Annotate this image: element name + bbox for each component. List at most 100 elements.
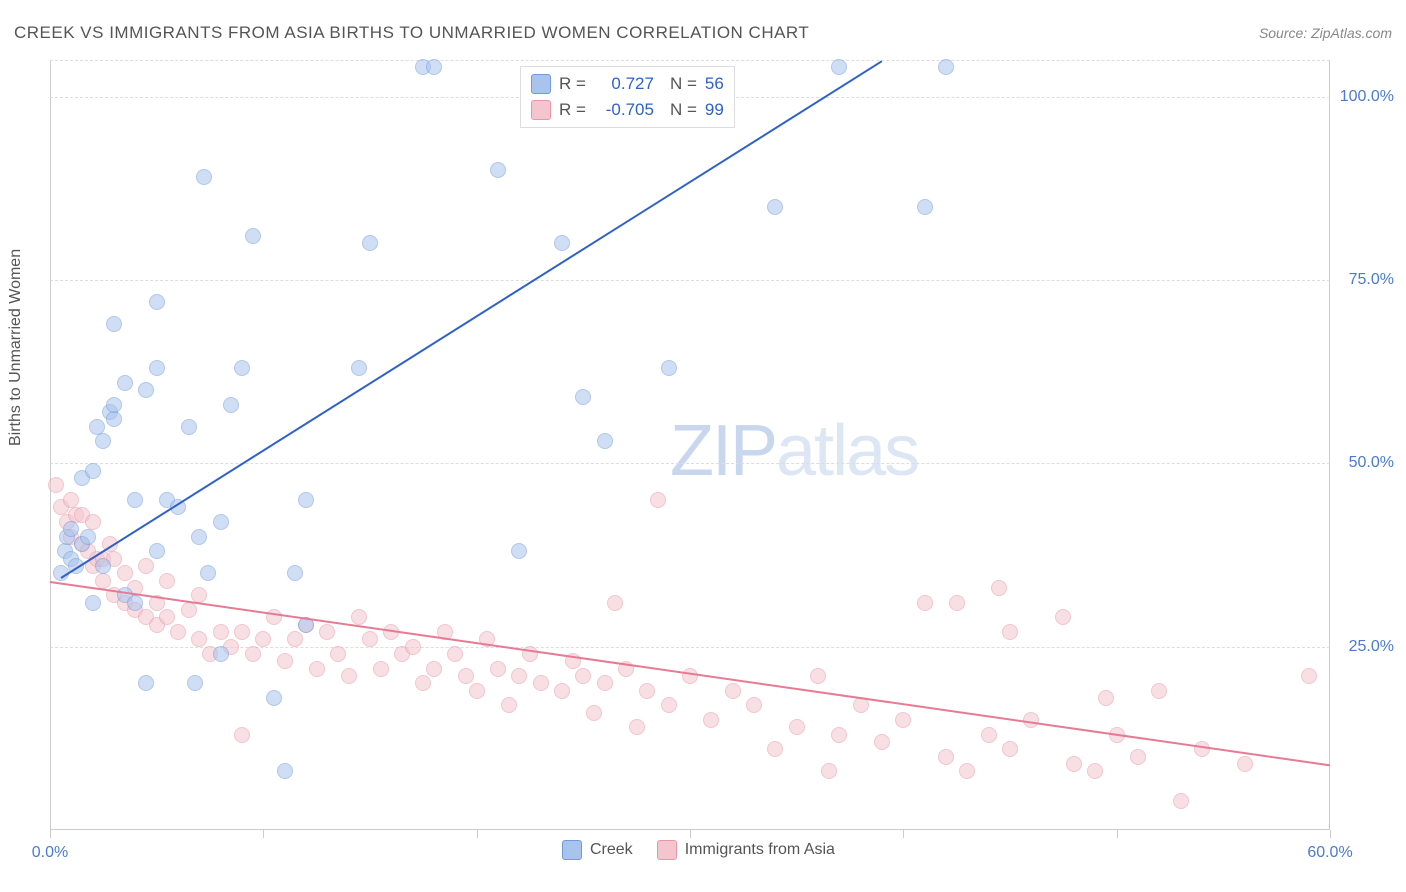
scatter-point: [170, 624, 186, 640]
y-tick-label: 75.0%: [1349, 271, 1394, 289]
scatter-point: [949, 595, 965, 611]
scatter-point: [138, 675, 154, 691]
scatter-point: [490, 661, 506, 677]
scatter-point: [309, 661, 325, 677]
scatter-point: [1002, 624, 1018, 640]
scatter-point: [106, 316, 122, 332]
scatter-point: [234, 624, 250, 640]
scatter-point: [95, 433, 111, 449]
legend-swatch: [531, 100, 551, 120]
scatter-point: [138, 558, 154, 574]
scatter-point: [85, 595, 101, 611]
scatter-point: [213, 646, 229, 662]
source-label: Source: ZipAtlas.com: [1259, 25, 1392, 41]
scatter-point: [426, 59, 442, 75]
axis-left: [50, 60, 51, 830]
scatter-point: [159, 573, 175, 589]
n-value: 56: [705, 74, 724, 94]
scatter-point: [938, 749, 954, 765]
scatter-point: [245, 646, 261, 662]
n-label: N =: [670, 74, 697, 94]
n-label: N =: [670, 100, 697, 120]
scatter-point: [159, 609, 175, 625]
legend-item: Creek: [562, 840, 633, 860]
scatter-point: [981, 727, 997, 743]
scatter-point: [661, 697, 677, 713]
scatter-point: [245, 228, 261, 244]
scatter-point: [917, 199, 933, 215]
scatter-point: [351, 609, 367, 625]
scatter-point: [95, 558, 111, 574]
r-label: R =: [559, 100, 586, 120]
scatter-point: [1237, 756, 1253, 772]
scatter-point: [831, 59, 847, 75]
scatter-point: [767, 199, 783, 215]
scatter-point: [362, 235, 378, 251]
x-tick: [1117, 830, 1118, 838]
x-tick-label: 60.0%: [1307, 844, 1352, 862]
watermark-light: atlas: [776, 411, 918, 491]
scatter-point: [511, 543, 527, 559]
scatter-point: [426, 661, 442, 677]
scatter-point: [490, 162, 506, 178]
legend-stats-row: R =0.727N =56: [531, 71, 724, 97]
gridline: [50, 60, 1330, 61]
scatter-point: [991, 580, 1007, 596]
scatter-point: [234, 360, 250, 376]
x-tick: [50, 830, 51, 838]
scatter-point: [810, 668, 826, 684]
watermark-bold: ZIP: [670, 411, 776, 491]
scatter-point: [789, 719, 805, 735]
scatter-point: [458, 668, 474, 684]
scatter-point: [80, 529, 96, 545]
legend-label: Creek: [590, 841, 633, 859]
scatter-point: [149, 294, 165, 310]
scatter-point: [149, 543, 165, 559]
scatter-point: [725, 683, 741, 699]
scatter-point: [1098, 690, 1114, 706]
r-value: 0.727: [594, 74, 654, 94]
x-tick: [477, 830, 478, 838]
scatter-point: [117, 375, 133, 391]
scatter-point: [586, 705, 602, 721]
scatter-point: [138, 382, 154, 398]
scatter-point: [63, 492, 79, 508]
scatter-point: [362, 631, 378, 647]
scatter-point: [831, 727, 847, 743]
y-tick-label: 25.0%: [1349, 638, 1394, 656]
scatter-point: [554, 683, 570, 699]
scatter-point: [874, 734, 890, 750]
r-value: -0.705: [594, 100, 654, 120]
scatter-point: [266, 690, 282, 706]
legend-bottom: Creek Immigrants from Asia: [562, 840, 835, 860]
scatter-point: [1087, 763, 1103, 779]
scatter-point: [106, 397, 122, 413]
scatter-point: [287, 565, 303, 581]
scatter-point: [597, 433, 613, 449]
scatter-point: [351, 360, 367, 376]
scatter-point: [469, 683, 485, 699]
scatter-point: [48, 477, 64, 493]
gridline: [50, 280, 1330, 281]
axis-right: [1329, 60, 1330, 830]
y-tick-label: 100.0%: [1340, 88, 1394, 106]
scatter-point: [319, 624, 335, 640]
scatter-point: [373, 661, 389, 677]
scatter-point: [639, 683, 655, 699]
scatter-point: [95, 573, 111, 589]
legend-label: Immigrants from Asia: [685, 841, 835, 859]
trend-line: [60, 60, 882, 579]
scatter-point: [287, 631, 303, 647]
scatter-point: [629, 719, 645, 735]
scatter-point: [597, 675, 613, 691]
scatter-point: [106, 411, 122, 427]
scatter-point: [511, 668, 527, 684]
scatter-point: [607, 595, 623, 611]
legend-stats: R =0.727N =56R =-0.705N =99: [520, 66, 735, 128]
scatter-point: [213, 624, 229, 640]
scatter-point: [298, 492, 314, 508]
scatter-point: [682, 668, 698, 684]
scatter-point: [191, 529, 207, 545]
scatter-point: [277, 653, 293, 669]
scatter-point: [117, 565, 133, 581]
